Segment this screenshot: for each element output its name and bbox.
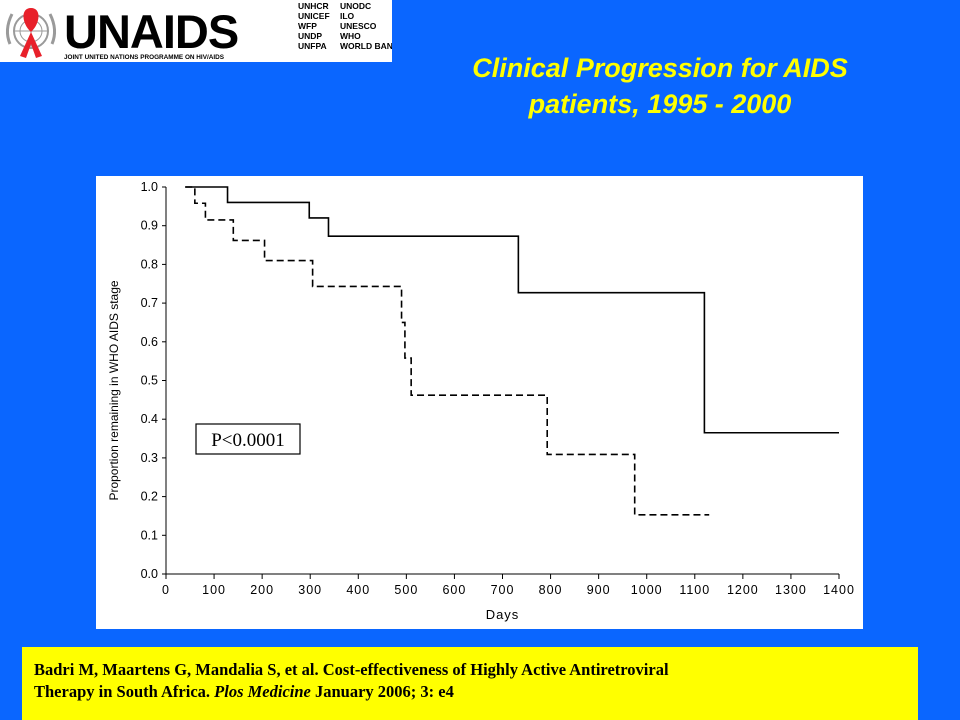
y-tick-label: 0.9 <box>141 219 158 233</box>
x-tick-label: 1400 <box>823 583 855 597</box>
x-tick-label: 0 <box>162 583 170 597</box>
y-tick-label: 0.8 <box>141 257 158 271</box>
x-tick-label: 1100 <box>679 583 710 597</box>
survival-chart: 0 100 200 300 400 500 600 700 800 900 1000 1100 1200… <box>96 176 863 629</box>
chart-svg: 0 100 200 300 400 500 600 700 800 900 1000 1100 1200… <box>107 180 855 622</box>
x-tick-label: 200 <box>250 583 274 597</box>
cosponsor-list: UNHCR UNICEF WFP UNDP UNFPA UNODC ILO UN… <box>298 1 392 51</box>
cosponsor: WORLD BANK <box>340 41 392 51</box>
x-tick-label: 500 <box>394 583 418 597</box>
unaids-wordmark: UNAIDS <box>64 5 238 58</box>
y-tick-label: 0.4 <box>141 412 158 426</box>
slide-title: Clinical Progression for AIDS patients, … <box>380 50 940 122</box>
series-group <box>185 186 839 516</box>
x-tick-label: 100 <box>202 583 226 597</box>
p-value-box <box>195 423 301 455</box>
x-tick-label: 400 <box>346 583 370 597</box>
dashed-survival-curve <box>185 186 710 516</box>
x-tick-label: 1000 <box>631 583 663 597</box>
citation-line1: Badri M, Maartens G, Mandalia S, et al. … <box>34 660 669 679</box>
y-tick-label: 0.1 <box>141 528 158 542</box>
slide-title-line2: patients, 1995 - 2000 <box>528 89 792 119</box>
p-value-label: P<0.0001 <box>211 430 285 451</box>
y-axis-label: Proportion remaining in WHO AIDS stage <box>107 280 121 500</box>
axes: 0 100 200 300 400 500 600 700 800 900 1000 1100 1200… <box>107 180 855 622</box>
citation-box: Badri M, Maartens G, Mandalia S, et al. … <box>22 647 918 720</box>
citation-line2: Therapy in South Africa. Plos Medicine J… <box>34 681 918 703</box>
cosponsor: UNICEF <box>298 11 330 21</box>
y-tick-label: 0.6 <box>141 335 158 349</box>
x-tick-label: 900 <box>587 583 611 597</box>
red-ribbon-icon <box>20 8 42 58</box>
cosponsor: UNFPA <box>298 41 327 51</box>
cosponsor: UNDP <box>298 31 322 41</box>
y-tick-label: 0.5 <box>141 374 158 388</box>
y-tick-label: 0.3 <box>141 451 158 465</box>
x-tick-label: 1200 <box>727 583 759 597</box>
x-tick-label: 1300 <box>775 583 807 597</box>
y-tick-label: 0.2 <box>141 490 158 504</box>
slide-title-line1: Clinical Progression for AIDS <box>472 53 848 83</box>
x-axis-label: Days <box>486 607 520 622</box>
cosponsor: UNODC <box>340 1 371 11</box>
cosponsor: UNHCR <box>298 1 329 11</box>
x-tick-label: 800 <box>539 583 563 597</box>
annotation-group: P<0.0001 <box>195 423 301 455</box>
cosponsor: ILO <box>340 11 355 21</box>
unaids-subtitle: JOINT UNITED NATIONS PROGRAMME ON HIV/AI… <box>64 54 225 61</box>
cosponsor: UNESCO <box>340 21 377 31</box>
y-tick-label: 0.0 <box>141 567 158 581</box>
x-tick-label: 300 <box>298 583 322 597</box>
y-tick-label: 1.0 <box>141 180 158 194</box>
citation-line2-start: Therapy in South Africa. <box>34 682 215 701</box>
solid-survival-curve <box>185 186 839 434</box>
cosponsor: WHO <box>340 31 361 41</box>
y-tick-label: 0.7 <box>141 296 158 310</box>
cosponsor: WFP <box>298 21 317 31</box>
unaids-logo: UNAIDS JOINT UNITED NATIONS PROGRAMME ON… <box>0 0 392 62</box>
citation-journal: Plos Medicine <box>214 682 311 701</box>
citation-line2-end: January 2006; 3: e4 <box>310 682 454 701</box>
x-tick-label: 700 <box>491 583 515 597</box>
x-tick-label: 600 <box>442 583 466 597</box>
